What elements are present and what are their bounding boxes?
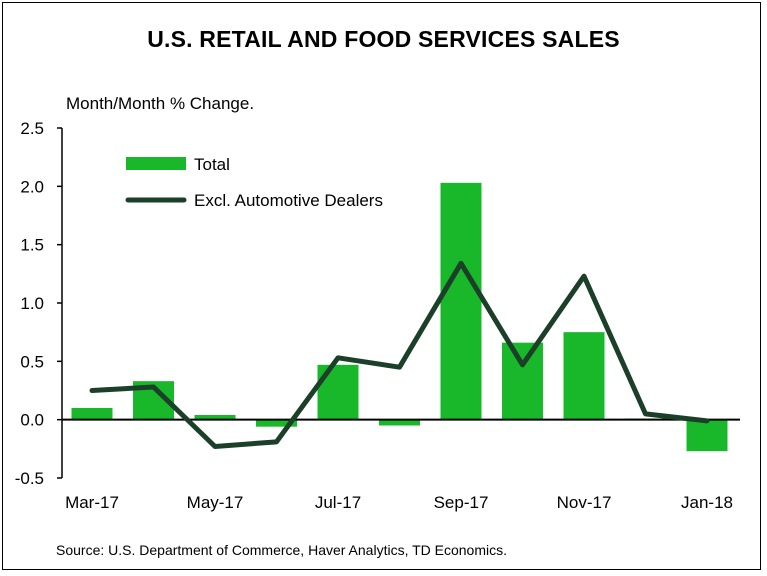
y-tick-label: 0.5: [20, 352, 44, 371]
y-tick-label: 1.5: [20, 236, 44, 255]
bar-total-Jul-17: [317, 364, 359, 420]
x-tick-label: Jan-18: [681, 493, 733, 512]
chart-title: U.S. RETAIL AND FOOD SERVICES SALES: [147, 26, 620, 52]
x-tick-label: Nov-17: [557, 493, 612, 512]
legend-label-total: Total: [194, 155, 230, 174]
x-tick-label: Jul-17: [315, 493, 361, 512]
bar-total-Oct-17: [502, 342, 543, 420]
y-tick-label: 2.0: [20, 177, 44, 196]
bar-total-Mar-17: [71, 408, 113, 420]
chart-frame: [2, 2, 761, 570]
x-tick-label: Sep-17: [434, 493, 489, 512]
y-axis-label: Month/Month % Change.: [66, 94, 255, 113]
legend-swatch-total: [126, 157, 186, 170]
y-tick-label: 1.0: [20, 294, 44, 313]
x-tick-label: May-17: [187, 493, 244, 512]
y-tick-label: -0.5: [15, 469, 44, 488]
x-tick-label: Mar-17: [65, 493, 119, 512]
bar-total-Nov-17: [563, 332, 605, 420]
bar-total-May-17: [194, 415, 236, 420]
bar-total-Aug-17: [379, 419, 420, 426]
bar-total-Sep-17: [440, 182, 482, 420]
bar-total-Jun-17: [256, 419, 297, 427]
bar-total-Jan-18: [686, 419, 728, 452]
source-note: Source: U.S. Department of Commerce, Hav…: [56, 542, 508, 558]
y-tick-label: 0.0: [20, 411, 44, 430]
y-tick-label: 2.5: [20, 119, 44, 138]
legend-label-excl-auto: Excl. Automotive Dealers: [194, 191, 383, 210]
